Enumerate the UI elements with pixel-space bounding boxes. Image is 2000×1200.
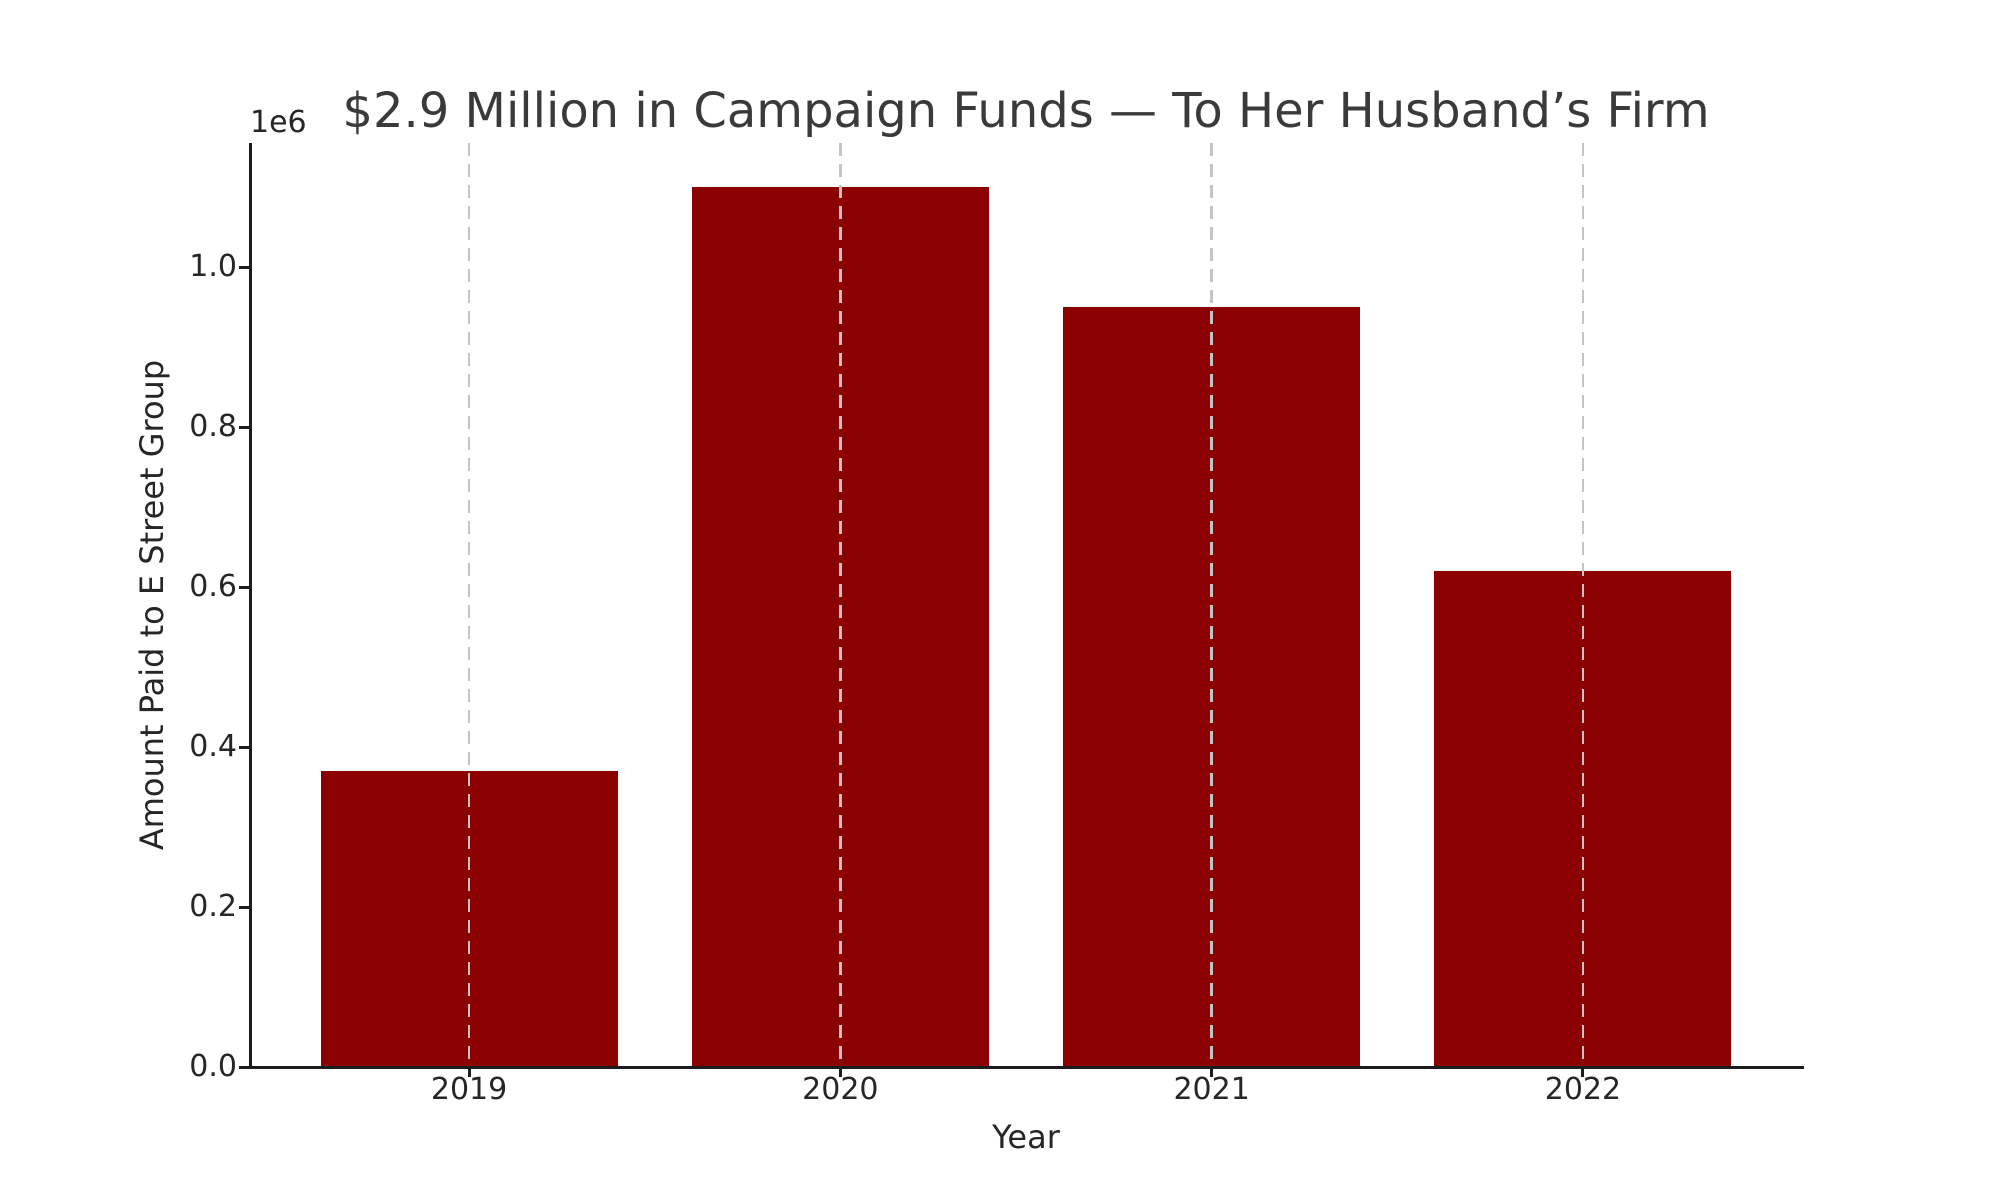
y-tick-label-0.2: 0.2 <box>189 889 237 924</box>
y-tick-label-0.0: 0.0 <box>189 1049 237 1084</box>
y-tick-label-0.8: 0.8 <box>189 409 237 444</box>
x-tick-label-2019: 2019 <box>430 1072 508 1107</box>
y-axis-spine <box>248 143 252 1069</box>
x-tick-label-2020: 2020 <box>802 1072 879 1107</box>
x-tick-label-2021: 2021 <box>1173 1072 1250 1107</box>
x-tick-mark-2020 <box>838 1067 842 1077</box>
y-axis-offset-label: 1e6 <box>250 105 307 140</box>
y-tick-mark-0.8 <box>239 425 249 429</box>
y-tick-mark-1.0 <box>239 265 249 269</box>
y-tick-mark-0.0 <box>239 1065 249 1069</box>
x-tick-label-2022: 2022 <box>1544 1072 1622 1107</box>
x-axis-spine <box>248 1065 1804 1069</box>
y-axis-label: Amount Paid to E Street Group <box>133 359 171 851</box>
gridline-2019 <box>467 143 471 1067</box>
gridline-2021 <box>1210 143 1213 1067</box>
y-tick-label-0.6: 0.6 <box>189 569 237 604</box>
y-tick-label-0.4: 0.4 <box>189 729 237 764</box>
plot-area: 0.0 0.2 0.4 0.6 0.8 1.0 <box>189 143 1804 1082</box>
x-tick-mark-2021 <box>1210 1067 1214 1077</box>
gridline-2022 <box>1581 143 1585 1067</box>
y-tick-label-1.0: 1.0 <box>189 249 237 284</box>
y-tick-mark-0.6 <box>239 585 249 589</box>
x-axis-label: Year <box>992 1118 1060 1156</box>
chart-title: $2.9 Million in Campaign Funds — To Her … <box>342 83 1710 139</box>
y-tick-mark-0.2 <box>239 905 249 909</box>
y-tick-mark-0.4 <box>239 745 249 749</box>
x-tick-mark-2019 <box>467 1067 471 1077</box>
x-tick-mark-2022 <box>1581 1067 1585 1077</box>
gridline-2020 <box>839 143 842 1067</box>
